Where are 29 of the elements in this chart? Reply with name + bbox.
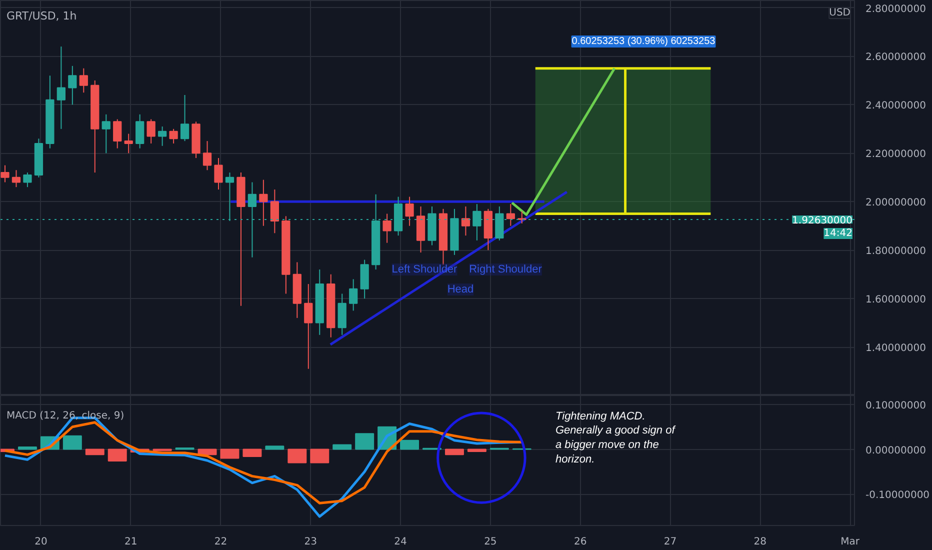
annotation: 0.60253253 (30.96%) 60253253	[572, 36, 716, 47]
y-tick-label: 1.40000000	[866, 343, 926, 354]
x-tick-label: 25	[484, 536, 497, 548]
y-tick-label: 2.80000000	[866, 4, 926, 15]
annotation: Head	[447, 284, 474, 296]
y-tick-label: 1.60000000	[866, 294, 926, 306]
y-tick-label: 0.00000000	[866, 445, 926, 456]
x-tick-label: 22	[214, 536, 228, 548]
y-tick-label: 1.80000000	[866, 246, 926, 258]
x-tick-label: 20	[34, 536, 48, 548]
y-tick-label: 2.40000000	[866, 100, 926, 112]
y-tick-label: 0.10000000	[866, 400, 926, 412]
y-tick-label: -0.10000000	[866, 490, 930, 502]
x-tick-label: 24	[394, 536, 407, 548]
annotation: 14:42	[824, 228, 853, 239]
annotation: USD	[829, 8, 851, 18]
x-tick-label: 27	[664, 536, 677, 548]
text: MACD (12, 26, close, 9)	[6, 410, 124, 422]
x-tick-label: 21	[124, 536, 138, 548]
annotation: Right Shoulder	[469, 264, 542, 276]
y-tick-label: 2.60000000	[866, 52, 926, 64]
x-tick-label: 26	[574, 536, 587, 548]
y-tick-label: 2.20000000	[866, 149, 926, 160]
y-tick-label: 2.00000000	[866, 198, 926, 209]
x-tick-label: 28	[754, 536, 766, 548]
x-tick-label: 23	[304, 536, 318, 548]
x-tick-label: Mar	[840, 536, 860, 548]
text: GRT/USD, 1h	[6, 10, 77, 22]
annotation: Tightening MACD. Generally a good sign of a bigger move on the horizon.	[556, 410, 676, 466]
